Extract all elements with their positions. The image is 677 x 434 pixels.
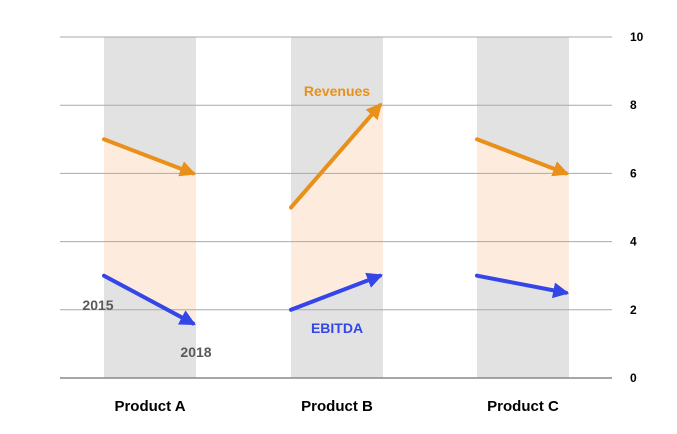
y-tick-label-10: 10 — [630, 30, 644, 44]
y-tick-label-8: 8 — [630, 98, 637, 112]
arrow-revenues-3 — [475, 137, 569, 177]
fill-between-1 — [104, 139, 196, 324]
arrow-ebitda-3 — [475, 273, 570, 299]
x-category-label-2: Product B — [301, 398, 373, 415]
arrow-ebitda-1 — [102, 273, 196, 326]
y-tick-label-2: 2 — [630, 303, 637, 317]
annotation-ebitda-label: EBITDA — [311, 320, 363, 336]
arrow-ebitda-2 — [289, 272, 383, 312]
arrow-revenues-1 — [102, 137, 196, 177]
y-tick-label-4: 4 — [630, 235, 637, 249]
series-arrows — [102, 102, 570, 326]
fill-between-2 — [291, 105, 383, 310]
fill-between-3 — [477, 139, 569, 293]
y-tick-label-6: 6 — [630, 166, 637, 180]
gridlines — [60, 36, 612, 379]
y-axis-tick-labels: 0 2 4 6 8 10 — [630, 30, 644, 385]
annotations: 2015 2018 Revenues EBITDA — [82, 83, 370, 360]
annotation-end-year: 2018 — [180, 344, 211, 360]
annotation-start-year: 2015 — [82, 297, 113, 313]
y-tick-label-0: 0 — [630, 371, 637, 385]
arrow-revenues-2 — [289, 102, 383, 210]
x-category-label-3: Product C — [487, 398, 559, 415]
fill-between-areas — [104, 105, 569, 324]
x-axis-category-labels: Product A Product B Product C — [114, 398, 559, 415]
x-category-label-1: Product A — [114, 398, 185, 415]
annotation-revenues-label: Revenues — [304, 83, 370, 99]
